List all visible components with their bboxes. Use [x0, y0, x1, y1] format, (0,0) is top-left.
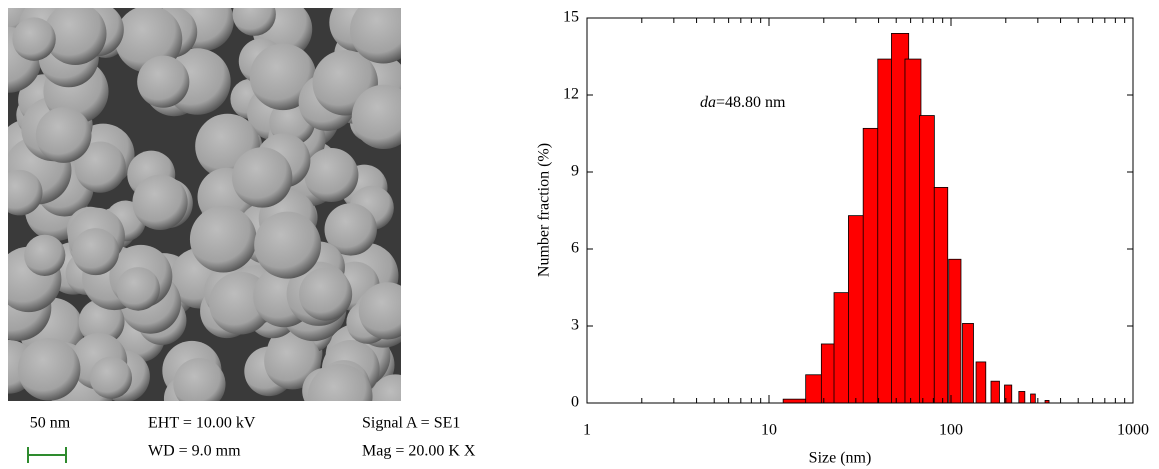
bar [904, 58, 922, 404]
bar [1018, 391, 1026, 404]
bar [933, 186, 949, 404]
sem-particle [35, 107, 92, 163]
sem-particle [254, 211, 322, 279]
sem-particle [89, 356, 133, 399]
sem-particle [189, 205, 257, 273]
bar [782, 398, 810, 404]
sem-image [8, 8, 401, 401]
x-tick-label: 1000 [1117, 422, 1149, 439]
plot-frame [586, 17, 1134, 404]
bar [962, 323, 974, 404]
sem-particle [173, 358, 226, 401]
scale-bar [27, 447, 67, 463]
bar [948, 258, 962, 404]
annotation: da=48.80 nm [700, 94, 786, 111]
sem-particle [249, 43, 317, 111]
x-axis-title: Size (nm) [809, 450, 872, 467]
sem-particle [351, 84, 401, 150]
annotation-text: =48.80 nm [716, 94, 786, 111]
sem-particle [8, 169, 43, 216]
sem-particle [44, 8, 107, 65]
y-tick-label: 6 [571, 240, 579, 257]
sem-particle [324, 203, 377, 256]
sem-particle [349, 8, 401, 64]
sem-particle [307, 364, 373, 401]
sem-particle [78, 298, 125, 345]
sem-particle [137, 55, 190, 108]
bar [919, 115, 935, 404]
sem-particle [24, 234, 66, 276]
sem-mag: Mag = 20.00 K X [362, 443, 476, 460]
sem-particle [232, 8, 276, 36]
x-tick-label: 10 [761, 422, 777, 439]
bar [975, 361, 987, 404]
y-tick-label: 12 [563, 86, 579, 103]
sem-wd: WD = 9.0 mm [148, 443, 241, 460]
x-tick-label: 100 [939, 422, 963, 439]
sem-particle [264, 332, 321, 390]
sem-particle [74, 141, 126, 193]
sem-particle [299, 267, 353, 321]
bar [1030, 393, 1036, 404]
sem-particle [358, 282, 401, 340]
sem-eht: EHT = 10.00 kV [148, 415, 256, 432]
annotation-var: da [700, 94, 716, 111]
y-axis-title: Number fraction (%) [536, 143, 553, 277]
sem-particle [17, 338, 81, 401]
y-tick-label: 15 [563, 9, 579, 26]
sem-particle [304, 147, 359, 203]
bar [990, 380, 1000, 404]
y-tick-label: 0 [571, 394, 579, 411]
sem-particle [116, 267, 160, 311]
sem-particle [231, 147, 293, 208]
sem-particle [72, 228, 120, 276]
sem-particle [370, 374, 401, 401]
x-tick-label: 1 [583, 422, 591, 439]
sem-particle [12, 17, 56, 61]
y-tick-label: 9 [571, 163, 579, 180]
scale-bar-label: 50 nm [30, 415, 71, 432]
sem-signal: Signal A = SE1 [362, 415, 460, 432]
sem-particle [132, 174, 188, 230]
y-tick-label: 3 [571, 317, 579, 334]
